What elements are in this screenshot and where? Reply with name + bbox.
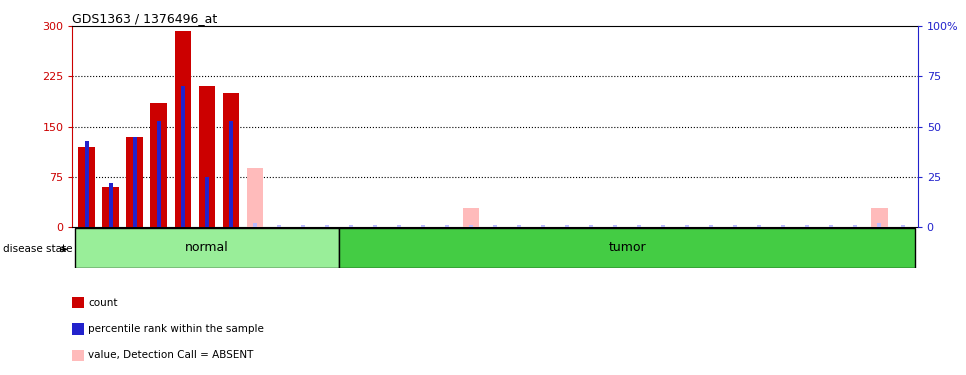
Bar [339, 228, 916, 268]
Bar [246, 168, 264, 227]
Bar [156, 120, 161, 227]
Bar [421, 225, 425, 227]
Bar [853, 225, 858, 227]
Bar [829, 225, 834, 227]
Bar [613, 225, 617, 227]
Bar [589, 225, 593, 227]
Bar [733, 225, 737, 227]
Bar [109, 183, 113, 227]
Bar [871, 208, 888, 227]
Bar [877, 223, 881, 227]
Bar [199, 87, 215, 227]
Bar [127, 136, 143, 227]
Bar [463, 208, 479, 227]
Bar [445, 225, 449, 227]
Text: tumor: tumor [609, 242, 646, 254]
Text: percentile rank within the sample: percentile rank within the sample [88, 324, 264, 334]
Bar [132, 136, 137, 227]
Bar [757, 225, 761, 227]
Bar [661, 225, 666, 227]
Bar [222, 93, 240, 227]
Bar [349, 225, 354, 227]
Bar [781, 225, 785, 227]
Text: disease state: disease state [3, 244, 72, 254]
Bar [151, 103, 167, 227]
Bar [78, 147, 96, 227]
Bar [277, 225, 281, 227]
Text: value, Detection Call = ABSENT: value, Detection Call = ABSENT [88, 350, 253, 360]
Bar [325, 225, 329, 227]
Bar [181, 87, 185, 227]
Bar [541, 225, 545, 227]
Bar [565, 225, 569, 227]
Bar [300, 225, 305, 227]
Bar [205, 177, 209, 227]
Bar [517, 225, 522, 227]
Bar [685, 225, 690, 227]
Bar [229, 120, 233, 227]
Bar [805, 225, 810, 227]
Bar [397, 225, 401, 227]
Bar [102, 187, 119, 227]
Bar [175, 31, 191, 227]
Bar [709, 225, 713, 227]
Bar [901, 225, 905, 227]
Text: GDS1363 / 1376496_at: GDS1363 / 1376496_at [72, 12, 217, 25]
Text: normal: normal [185, 242, 229, 254]
Bar [469, 225, 473, 227]
Bar [493, 225, 497, 227]
Bar [637, 225, 641, 227]
Bar [373, 225, 377, 227]
Bar [85, 141, 89, 227]
Bar [253, 223, 257, 227]
Text: count: count [88, 298, 118, 307]
Bar [74, 228, 339, 268]
